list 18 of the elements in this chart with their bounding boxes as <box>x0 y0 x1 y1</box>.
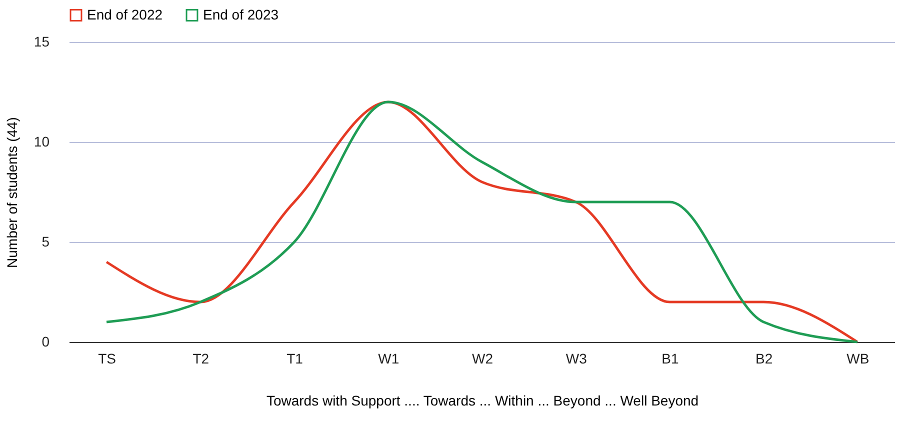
legend-label: End of 2022 <box>87 6 163 22</box>
x-tick-label: T2 <box>192 350 210 366</box>
x-tick-label: WB <box>846 350 870 366</box>
y-tick-label: 5 <box>42 234 50 250</box>
x-tick-label: W2 <box>472 350 494 366</box>
x-tick-label: T1 <box>286 350 304 366</box>
y-axis-title: Number of students (44) <box>4 117 20 268</box>
y-tick-label: 10 <box>34 134 50 150</box>
line-series <box>105 100 859 344</box>
x-tick-label: B1 <box>662 350 680 366</box>
x-tick-label: W1 <box>378 350 400 366</box>
x-axis-title: Towards with Support .... Towards ... Within ... Beyond ... Well Beyond <box>266 392 699 408</box>
y-tick-label: 0 <box>42 334 50 350</box>
x-tick-label: W3 <box>566 350 588 366</box>
legend-label: End of 2023 <box>203 6 279 22</box>
y-tick-label: 15 <box>34 34 50 50</box>
x-tick-label: B2 <box>756 350 773 366</box>
x-tick-label: TS <box>98 350 116 366</box>
